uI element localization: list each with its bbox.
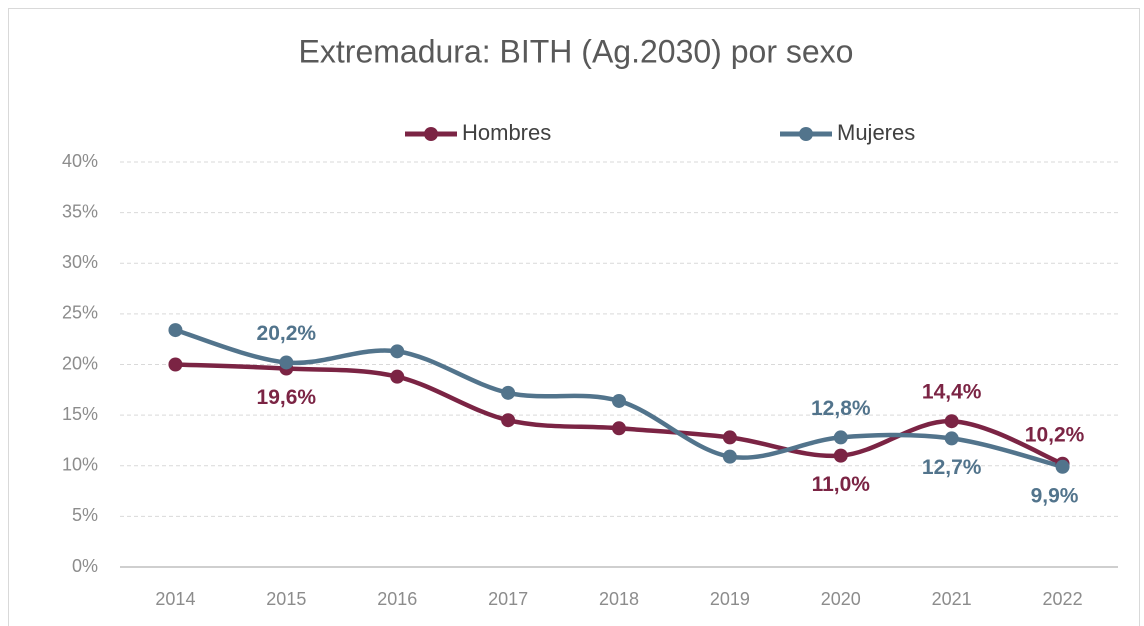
y-tick-label: 35% (62, 201, 98, 221)
x-tick-label: 2018 (599, 589, 639, 609)
data-label: 11,0% (812, 473, 871, 496)
data-label: 20,2% (257, 322, 317, 345)
y-tick-label: 15% (62, 404, 98, 424)
x-tick-label: 2015 (266, 589, 306, 609)
x-tick-label: 2019 (710, 589, 750, 609)
data-point (833, 430, 848, 445)
y-tick-label: 25% (62, 303, 98, 323)
data-point (944, 431, 959, 446)
y-tick-label: 5% (72, 505, 98, 525)
legend-label: Hombres (462, 120, 551, 145)
data-point (501, 413, 516, 428)
data-point (279, 355, 294, 370)
data-label: 12,8% (811, 397, 871, 420)
legend-label: Mujeres (837, 120, 915, 145)
data-point (722, 430, 737, 445)
data-point (501, 385, 516, 400)
y-tick-label: 30% (62, 252, 98, 272)
chart-title: Extremadura: BITH (Ag.2030) por sexo (299, 33, 854, 69)
x-tick-label: 2022 (1043, 589, 1083, 609)
data-label: 14,4% (922, 381, 982, 404)
legend-marker (424, 127, 438, 141)
data-point (944, 414, 959, 429)
data-label: 12,7% (922, 456, 982, 479)
data-point (612, 421, 626, 436)
data-label: 19,6% (257, 386, 317, 409)
data-point (390, 369, 405, 384)
y-tick-label: 20% (62, 353, 98, 373)
y-tick-label: 10% (62, 455, 98, 475)
data-point (390, 344, 405, 359)
x-tick-label: 2016 (377, 589, 417, 609)
chart-frame (8, 8, 1140, 626)
x-tick-label: 2014 (155, 589, 195, 609)
x-tick-label: 2021 (932, 589, 972, 609)
y-tick-label: 40% (62, 151, 98, 171)
x-tick-label: 2020 (821, 589, 861, 609)
data-label: 10,2% (1025, 423, 1085, 446)
data-point (612, 393, 626, 408)
y-tick-label: 0% (72, 556, 98, 576)
data-point (168, 357, 183, 372)
data-point (833, 448, 848, 463)
data-point (1055, 459, 1070, 474)
legend-marker (799, 127, 813, 141)
data-label: 9,9% (1031, 484, 1079, 507)
x-tick-label: 2017 (488, 589, 528, 609)
data-point (168, 323, 183, 338)
data-point (722, 449, 737, 464)
